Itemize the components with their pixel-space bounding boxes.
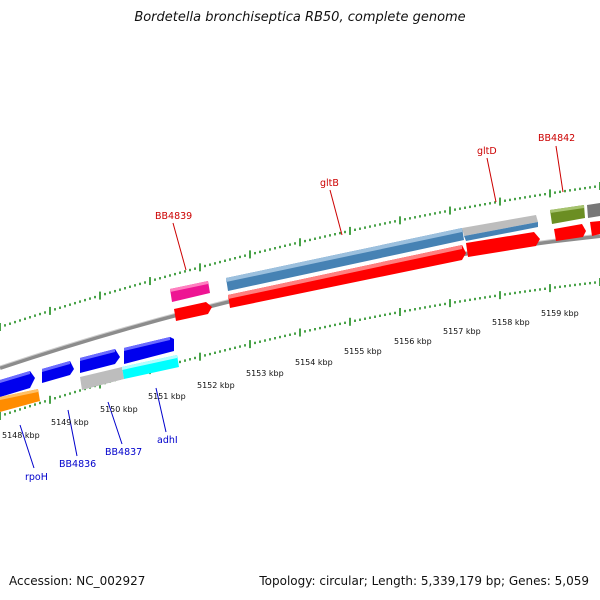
gene-feature-highlight	[226, 228, 462, 282]
gene-feature-highlight	[0, 389, 38, 400]
scale-label: 5149 kbp	[51, 418, 89, 427]
gene-feature[interactable]	[124, 337, 174, 364]
genome-backbone	[0, 234, 600, 370]
scale-label: 5154 kbp	[295, 358, 333, 367]
gene-feature-highlight	[0, 371, 30, 383]
gene-feature-highlight	[170, 281, 208, 292]
gene-feature-highlight	[122, 355, 177, 370]
gene-label-rpoH[interactable]: rpoH	[25, 472, 48, 483]
gene-feature-highlight	[124, 337, 170, 351]
scale-label: 5157 kbp	[443, 327, 481, 336]
gene-feature[interactable]	[466, 232, 540, 257]
scale-label: 5155 kbp	[344, 347, 382, 356]
scale-label: 5152 kbp	[197, 381, 235, 390]
genome-backbone-highlight	[0, 233, 600, 367]
gene-feature[interactable]	[42, 361, 74, 383]
gene-feature[interactable]	[0, 389, 40, 412]
forward-strand	[0, 203, 600, 397]
gene-feature[interactable]	[587, 203, 600, 218]
gene-label-BB4842[interactable]: BB4842	[538, 133, 575, 144]
gene-feature-highlight	[80, 349, 115, 361]
gene-feature-highlight	[550, 205, 584, 213]
gene-label-gltD[interactable]: gltD	[477, 146, 497, 157]
scale-label: 5148 kbp	[2, 431, 40, 440]
gene-label-adhI[interactable]: adhI	[157, 435, 178, 446]
genome-summary-text: Topology: circular; Length: 5,339,179 bp…	[259, 574, 589, 588]
gene-feature-highlight	[228, 245, 462, 299]
gene-feature[interactable]	[462, 215, 538, 236]
outer-tick-track	[0, 182, 600, 331]
gene-feature[interactable]	[174, 302, 212, 321]
reverse-strand	[0, 221, 600, 412]
gene-label-BB4839[interactable]: BB4839	[155, 211, 192, 222]
gene-feature-highlight	[42, 361, 70, 372]
label-leaders	[19, 145, 564, 469]
scale-label: 5156 kbp	[394, 337, 432, 346]
scale-label: 5150 kbp	[100, 405, 138, 414]
gene-feature[interactable]	[80, 349, 120, 373]
gene-feature[interactable]	[590, 221, 600, 236]
scale-label: 5158 kbp	[492, 318, 530, 327]
scale-label: 5151 kbp	[148, 392, 186, 401]
gene-feature[interactable]	[80, 367, 124, 390]
gene-label-BB4836[interactable]: BB4836	[59, 459, 96, 470]
gene-feature[interactable]	[122, 355, 179, 379]
gene-label-gltB[interactable]: gltB	[320, 178, 339, 189]
accession-text: Accession: NC_002927	[9, 574, 146, 588]
scale-label: 5159 kbp	[541, 309, 579, 318]
gene-feature[interactable]	[554, 224, 586, 241]
gene-feature-gltD[interactable]	[464, 222, 538, 241]
map-title: Bordetella bronchiseptica RB50, complete…	[134, 10, 466, 25]
scale-label: 5153 kbp	[246, 369, 284, 378]
gene-feature[interactable]	[170, 281, 210, 302]
gene-label-BB4837[interactable]: BB4837	[105, 447, 142, 458]
